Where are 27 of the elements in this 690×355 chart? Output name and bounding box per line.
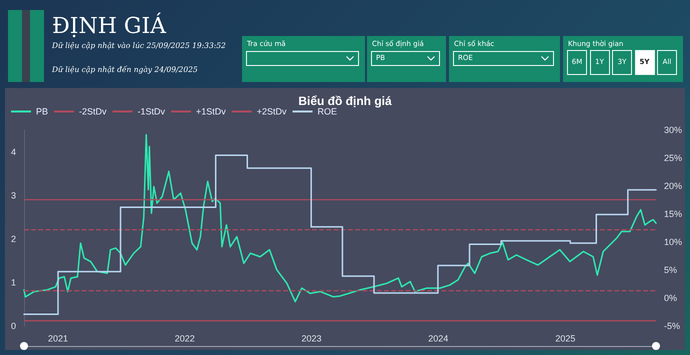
y-tick-label: 3 [10, 190, 16, 200]
y-tick-label: 1 [10, 277, 16, 288]
y2-tick-label: 15% [664, 209, 682, 219]
y-tick-label: 4 [10, 146, 16, 157]
line-series [23, 134, 657, 302]
x-tick-label: 2024 [428, 334, 448, 344]
text: ĐỊNH GIÁ [52, 14, 166, 39]
legend-label: -1StDv [138, 106, 166, 116]
x-tick-label: 2023 [302, 334, 322, 344]
legend-label: +2StDv [256, 106, 288, 116]
y-tick-label: 2 [10, 234, 16, 244]
legend-label: PB [36, 106, 48, 116]
x-tick-label: 2025 [555, 334, 576, 344]
y2-tick-label: 5% [664, 265, 678, 275]
y2-tick-label: 0% [664, 293, 678, 303]
legend-label: +1StDv [196, 106, 226, 116]
y2-tick-label: 20% [664, 181, 682, 191]
y2-tick-label: 25% [664, 153, 682, 163]
legend-label: ROE [318, 106, 338, 116]
chart-title: Biểu đồ định giá [298, 94, 392, 108]
x-tick-label: 2021 [48, 334, 68, 344]
y2-tick-label: 10% [664, 237, 682, 247]
y2-tick-label: 30% [664, 125, 682, 135]
x-tick-label: 2022 [174, 334, 195, 344]
y-tick-label: 0 [10, 321, 16, 331]
y2-tick-label: -5% [664, 321, 680, 331]
legend-label: -2StDv [79, 106, 108, 116]
